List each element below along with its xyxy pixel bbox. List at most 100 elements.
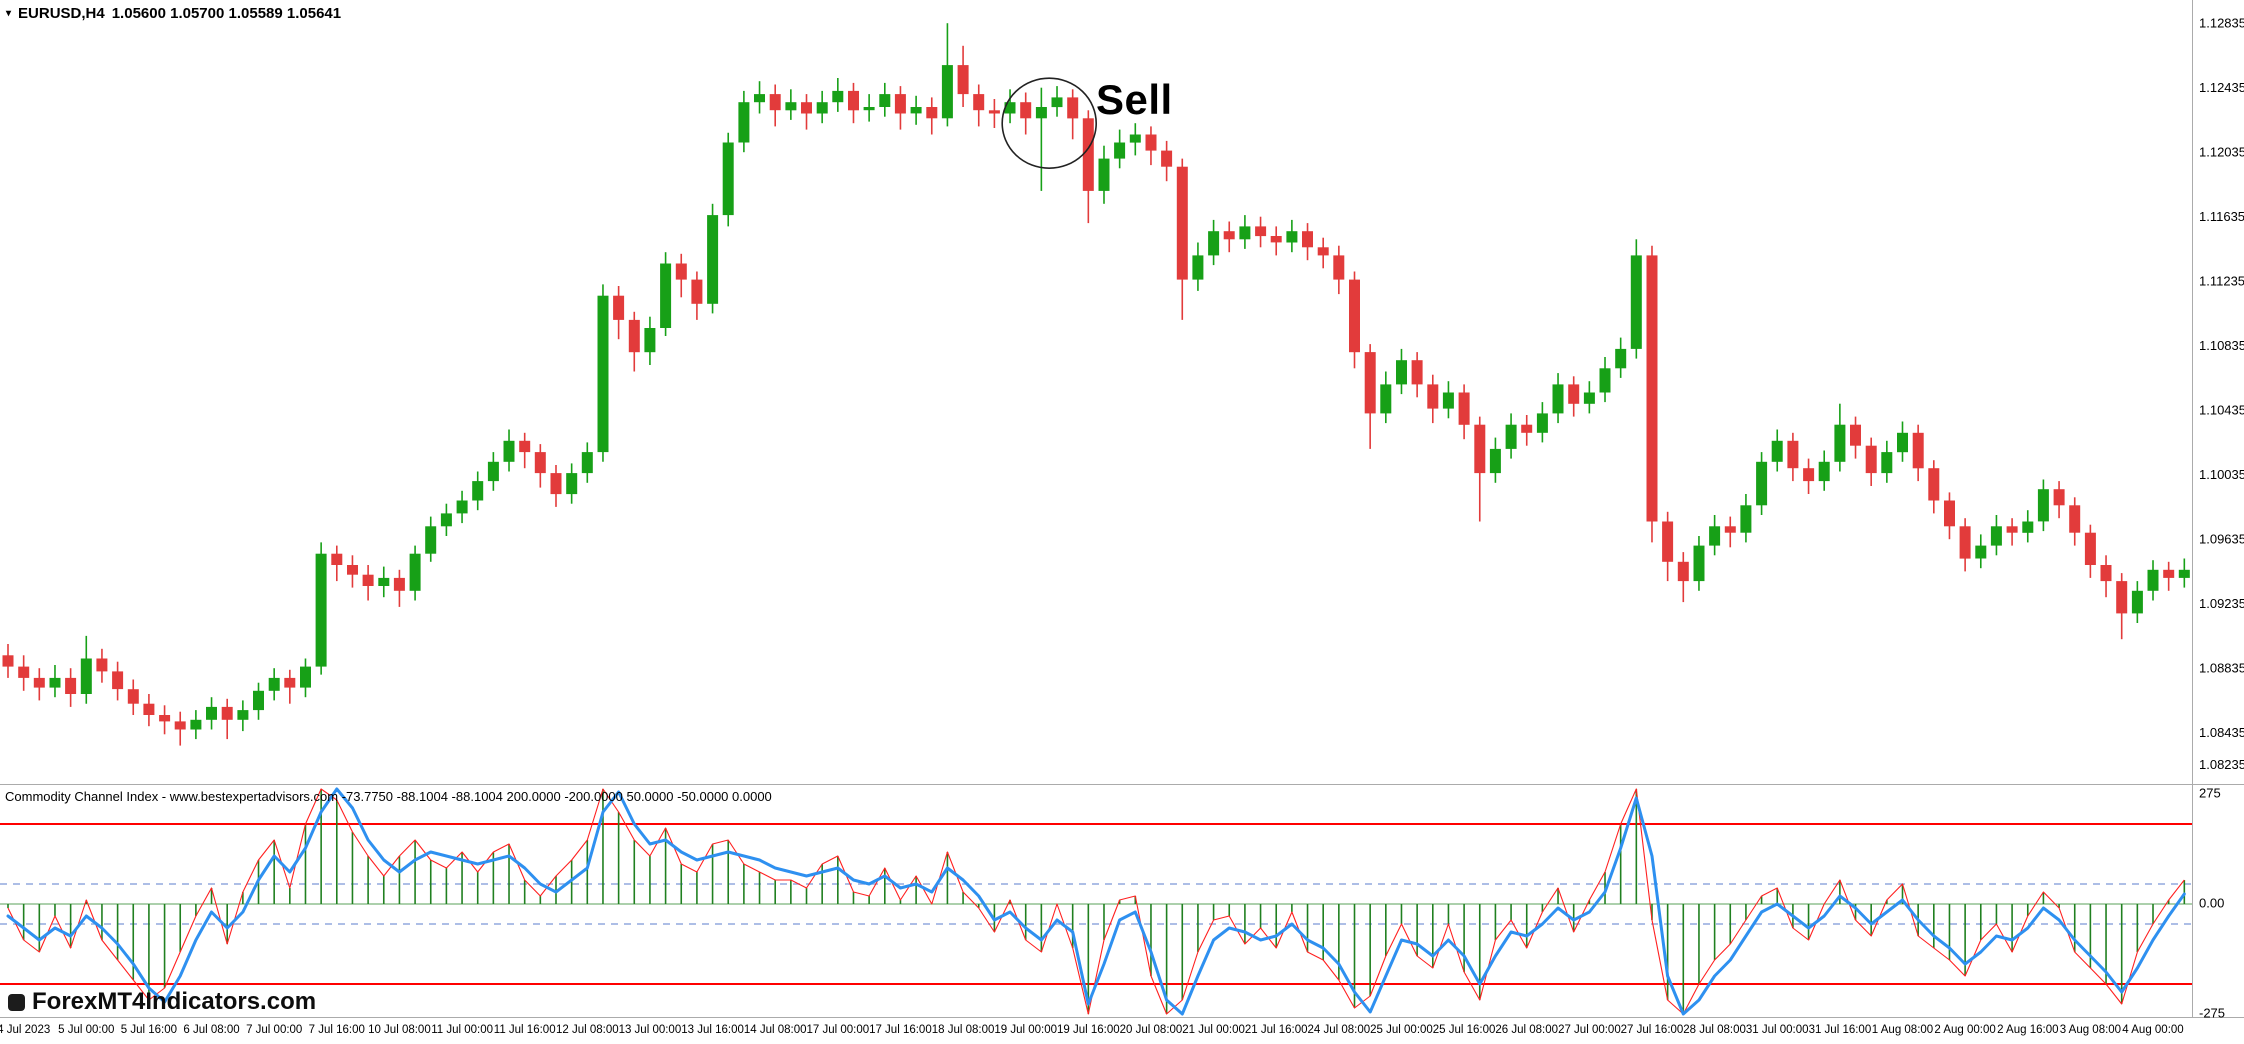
candle-body [1208, 231, 1220, 256]
candle-body [816, 102, 828, 114]
candle-body [1850, 424, 1861, 446]
candle-body [2100, 565, 2112, 582]
candle-body [1145, 134, 1157, 151]
candle-body [393, 577, 405, 591]
candle-body [1897, 432, 1908, 453]
time-axis-label: 12 Jul 08:00 [556, 1024, 619, 1036]
candle-body [96, 658, 108, 672]
candle-body [1740, 505, 1752, 533]
time-axis-label: 1 Aug 08:00 [1872, 1024, 1933, 1036]
candle-body [315, 553, 327, 667]
candle-body [910, 107, 922, 114]
candle-body [221, 706, 233, 720]
candle-body [1990, 526, 2002, 546]
candle-body [1912, 432, 1924, 469]
price-axis-label: 1.12435 [2199, 80, 2244, 95]
candle-body [1865, 445, 1877, 474]
candle-body [1787, 440, 1799, 469]
time-axis-label: 4 Aug 00:00 [2122, 1024, 2183, 1036]
time-axis-label: 7 Jul 00:00 [246, 1024, 302, 1036]
time-axis-label: 14 Jul 08:00 [744, 1024, 807, 1036]
candle-body [237, 710, 249, 720]
candle-body [628, 319, 640, 353]
candle-body [1662, 521, 1674, 562]
candle-body [722, 142, 734, 216]
candle-body [2131, 590, 2143, 614]
watermark: ForexMT4Indicators.com [8, 988, 316, 1016]
candle-body [1724, 526, 1736, 533]
time-axis-label: 27 Jul 16:00 [1621, 1024, 1684, 1036]
candle-body [425, 526, 437, 554]
candle-body [957, 65, 969, 95]
candle-body [707, 215, 719, 304]
time-axis-label: 13 Jul 00:00 [619, 1024, 682, 1036]
price-axis-label: 1.12035 [2199, 144, 2244, 159]
candlestick-series [2, 23, 2190, 746]
candle-body [926, 107, 938, 119]
time-axis[interactable]: 4 Jul 2023 5 Jul 00:00 5 Jul 16:00 6 Jul 08… [0, 1024, 2184, 1036]
candle-body [1302, 231, 1313, 248]
price-axis[interactable]: 1.12835 1.12435 1.12035 1.11635 1.11235 1.108… [2199, 15, 2244, 772]
candle-body [1771, 440, 1783, 462]
candle-body [1944, 500, 1955, 527]
time-axis-label: 20 Jul 08:00 [1120, 1024, 1183, 1036]
candle-body [738, 102, 750, 143]
candle-body [472, 481, 484, 501]
candle-body [1818, 461, 1830, 482]
time-axis-label: 24 Jul 08:00 [1307, 1024, 1370, 1036]
candle-body [1505, 424, 1517, 449]
price-axis-label: 1.09635 [2199, 531, 2244, 546]
candle-body [1192, 255, 1204, 280]
candle-body [597, 295, 609, 453]
candle-body [1317, 247, 1329, 256]
candle-body [1161, 150, 1173, 167]
candle-body [268, 677, 280, 691]
indicator-axis[interactable]: 275 0.00 -275 [2199, 785, 2225, 1020]
price-axis-label: 1.11235 [2199, 273, 2244, 288]
candle-body [1067, 97, 1079, 119]
candle-body [1552, 384, 1564, 414]
candle-body [1709, 526, 1721, 546]
price-axis-label: 1.08435 [2199, 725, 2244, 740]
candle-body [331, 553, 343, 565]
time-axis-label: 11 Jul 16:00 [494, 1024, 556, 1036]
candle-body [1536, 413, 1548, 433]
candle-body [1051, 97, 1063, 108]
symbol-header: ▾ EURUSD,H4 1.05600 1.05700 1.05589 1.05… [6, 5, 341, 22]
candle-body [1928, 468, 1940, 501]
watermark-logo-icon [8, 993, 25, 1011]
price-axis-label: 1.08835 [2199, 660, 2244, 675]
price-axis-label: 1.12835 [2199, 15, 2244, 30]
price-axis-label: 1.09235 [2199, 596, 2244, 611]
candle-body [1004, 102, 1016, 114]
candle-body [2178, 569, 2190, 578]
candle-body [503, 440, 515, 462]
watermark-text: ForexMT4Indicators.com [32, 988, 317, 1015]
candle-body [1396, 360, 1407, 385]
candle-body [550, 473, 562, 495]
candle-body [1881, 452, 1893, 474]
time-axis-label: 25 Jul 00:00 [1370, 1024, 1433, 1036]
candle-body [785, 102, 797, 111]
time-axis-label: 5 Jul 00:00 [58, 1024, 114, 1036]
candle-body [2116, 581, 2128, 614]
symbol-ohlc-values: 1.05600 1.05700 1.05589 1.05641 [111, 5, 342, 22]
price-axis-label: 1.10435 [2199, 402, 2244, 417]
candle-body [1583, 392, 1595, 404]
candle-body [33, 677, 45, 688]
time-axis-label: 19 Jul 16:00 [1057, 1024, 1120, 1036]
candle-body [2022, 521, 2034, 533]
candle-body [1082, 118, 1094, 191]
candle-body [1834, 424, 1846, 462]
candle-body [2053, 489, 2065, 506]
candle-body [2163, 569, 2175, 578]
candle-body [1098, 158, 1110, 191]
indicator-axis-label: 275 [2199, 785, 2221, 800]
time-axis-label: 18 Jul 08:00 [932, 1024, 995, 1036]
candle-body [754, 94, 765, 103]
candle-body [284, 677, 296, 688]
candle-body [2069, 505, 2081, 533]
candle-body [973, 94, 985, 111]
candle-body [1035, 107, 1047, 119]
